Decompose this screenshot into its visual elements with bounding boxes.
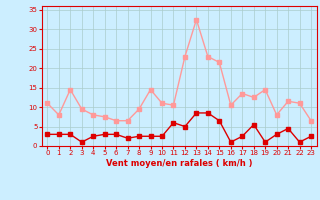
X-axis label: Vent moyen/en rafales ( km/h ): Vent moyen/en rafales ( km/h ): [106, 159, 252, 168]
